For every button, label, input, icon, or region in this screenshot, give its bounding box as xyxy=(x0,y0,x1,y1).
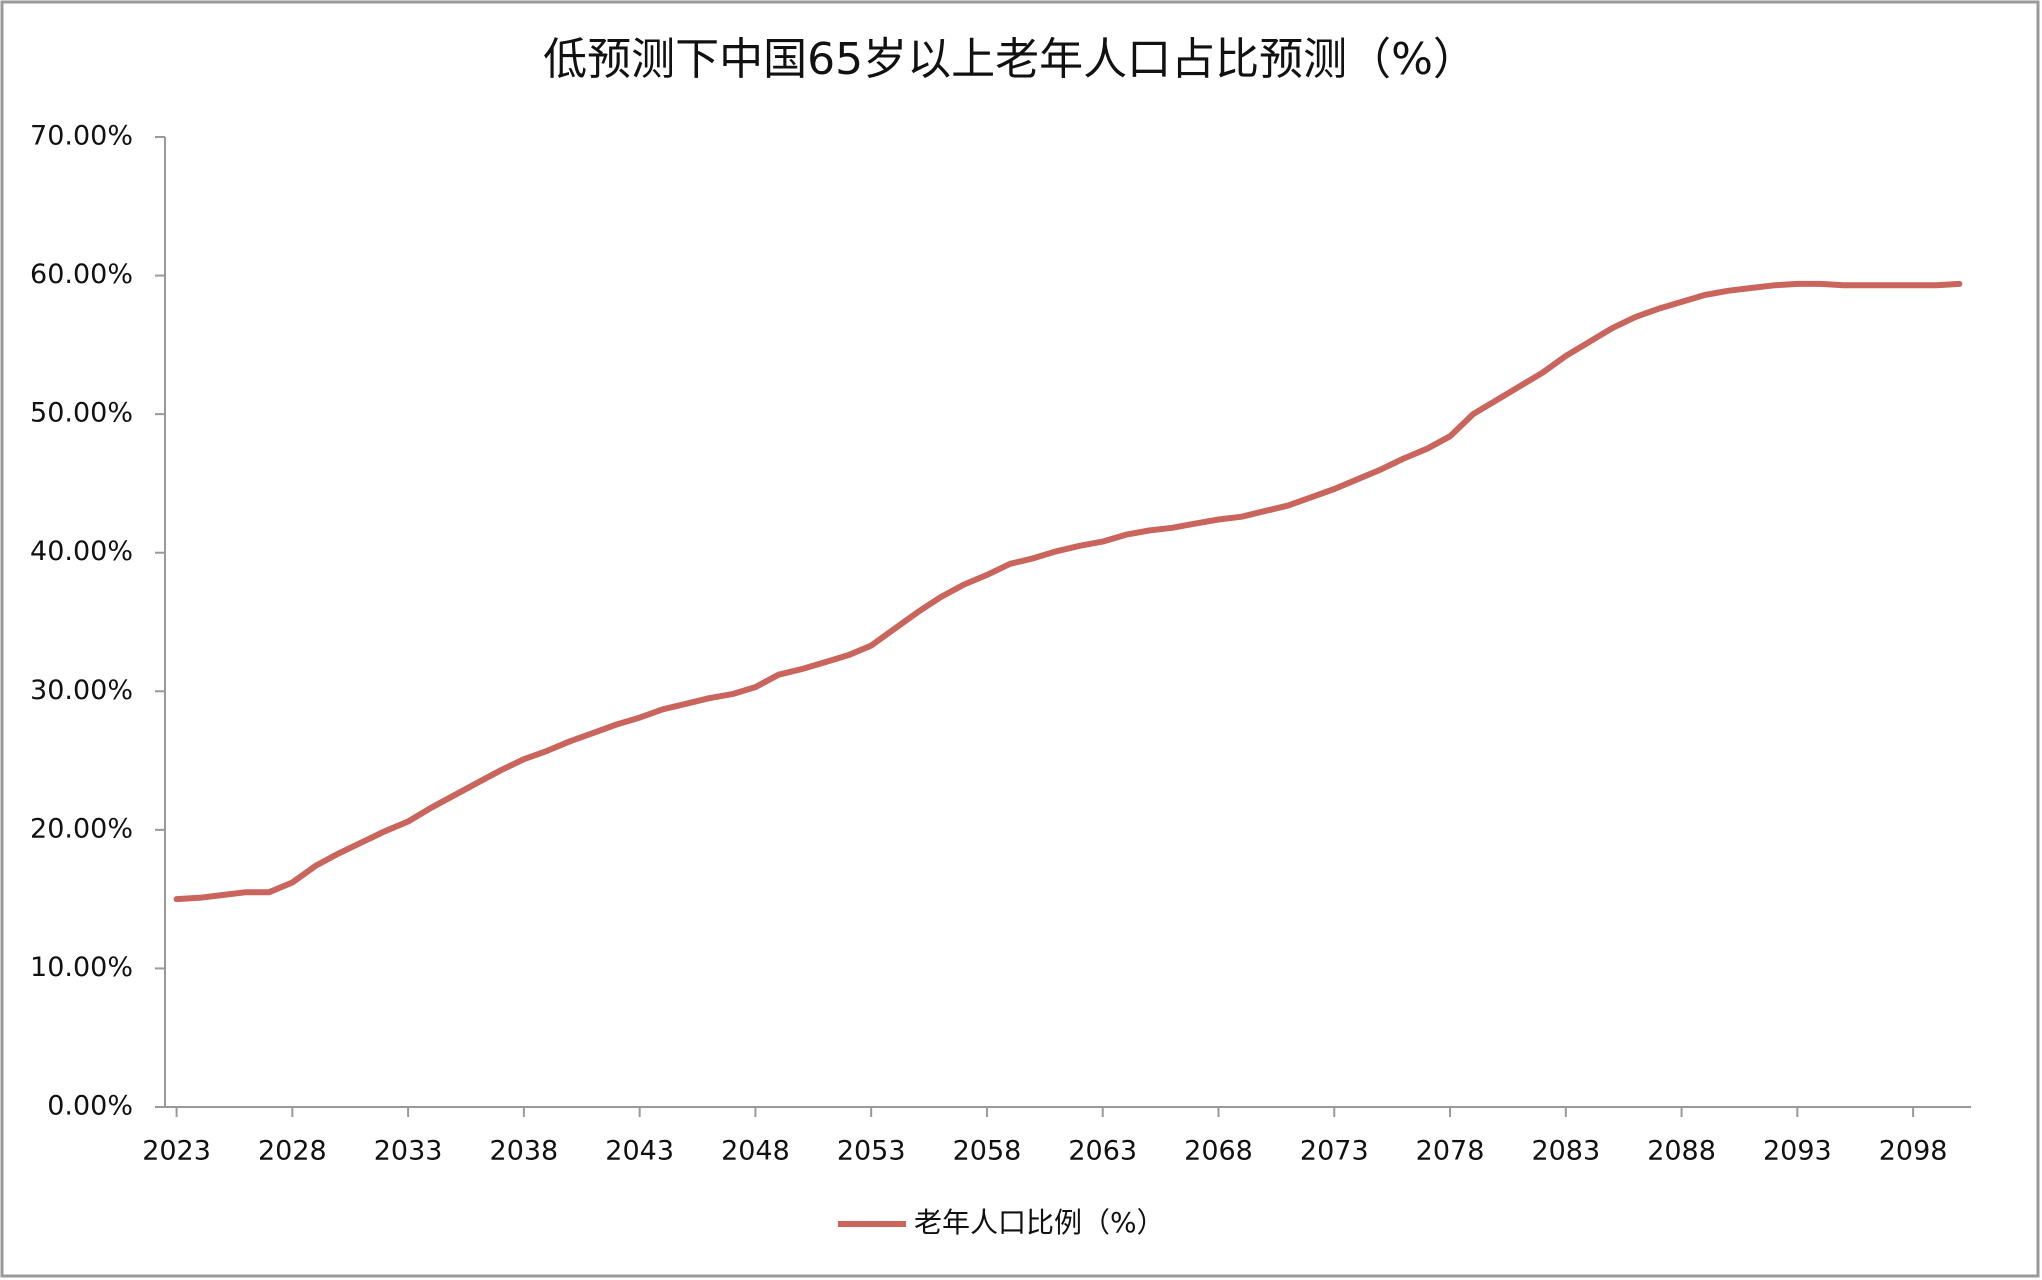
legend-label: 老年人口比例（%） xyxy=(914,1206,1165,1239)
y-tick-label: 50.00% xyxy=(30,398,133,429)
chart-title: 低预测下中国65岁以上老年人口占比预测（%） xyxy=(543,34,1477,85)
y-tick-label: 60.00% xyxy=(30,259,133,290)
x-tick-label: 2073 xyxy=(1300,1136,1369,1167)
y-tick-label: 20.00% xyxy=(30,813,133,844)
x-tick-label: 2088 xyxy=(1647,1136,1716,1167)
y-tick-label: 40.00% xyxy=(30,536,133,567)
x-tick-label: 2038 xyxy=(490,1136,559,1167)
x-tick-label: 2048 xyxy=(721,1136,790,1167)
y-tick-label: 0.00% xyxy=(47,1091,133,1122)
x-tick-label: 2023 xyxy=(142,1136,211,1167)
x-tick-label: 2043 xyxy=(605,1136,674,1167)
x-tick-label: 2053 xyxy=(837,1136,906,1167)
y-tick-label: 30.00% xyxy=(30,675,133,706)
x-tick-label: 2058 xyxy=(953,1136,1022,1167)
x-tick-label: 2063 xyxy=(1068,1136,1137,1167)
x-tick-label: 2083 xyxy=(1531,1136,1600,1167)
x-tick-label: 2093 xyxy=(1763,1136,1832,1167)
y-tick-label: 10.00% xyxy=(30,952,133,983)
x-tick-label: 2078 xyxy=(1416,1136,1485,1167)
x-tick-label: 2068 xyxy=(1184,1136,1253,1167)
x-tick-label: 2098 xyxy=(1879,1136,1948,1167)
x-tick-label: 2033 xyxy=(374,1136,443,1167)
line-series xyxy=(173,280,1963,903)
x-tick-label: 2028 xyxy=(258,1136,327,1167)
y-tick-label: 70.00% xyxy=(30,121,133,152)
